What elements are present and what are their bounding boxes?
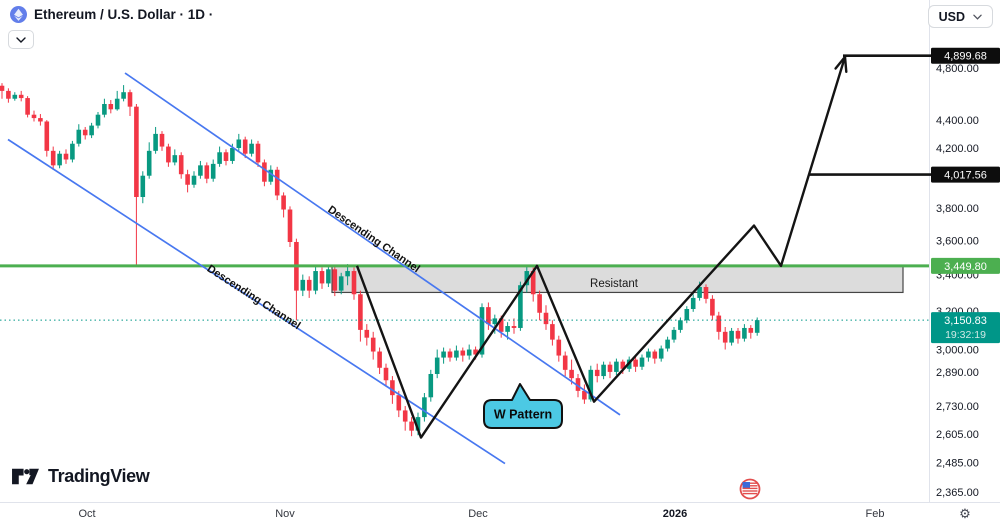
currency-selector-button[interactable]: USD (927, 5, 993, 28)
ethereum-icon (10, 6, 27, 23)
chevron-down-icon (16, 36, 26, 43)
svg-text:4,200.00: 4,200.00 (936, 143, 979, 155)
svg-text:2,365.00: 2,365.00 (936, 487, 979, 499)
target-level-lines[interactable] (809, 54, 933, 176)
resistance-zone-label: Resistant (590, 278, 639, 290)
tradingview-logo-text: TradingView (48, 466, 150, 486)
svg-text:4,017.56: 4,017.56 (944, 170, 987, 182)
channel-label: Descending Channel (205, 263, 303, 332)
svg-text:4,800.00: 4,800.00 (936, 63, 979, 75)
svg-text:3,449.80: 3,449.80 (944, 261, 987, 273)
time-axis-label: Oct (78, 508, 95, 520)
symbol-title[interactable]: Ethereum / U.S. Dollar · 1D · (34, 7, 214, 22)
trend-zigzag-drawing[interactable] (355, 55, 848, 439)
last-price-label: 3,150.83 19:32:19 (931, 312, 1000, 344)
time-axis-label: Nov (275, 508, 295, 520)
time-axis-label: 2026 (663, 508, 687, 520)
collapse-panel-button[interactable] (8, 30, 34, 49)
tradingview-logo[interactable]: TradingView (11, 464, 150, 489)
w-pattern-callout[interactable]: W Pattern (483, 383, 563, 429)
resistance-price-label: 3,449.80 (931, 257, 1000, 274)
svg-text:2,485.00: 2,485.00 (936, 457, 979, 469)
svg-text:3,000.00: 3,000.00 (936, 345, 979, 357)
target-high-price-label: 4,899.68 (931, 47, 1000, 64)
candles-layer (0, 83, 760, 437)
axis-settings-gear-icon[interactable]: ⚙ (959, 506, 971, 521)
symbol-title-row[interactable]: Ethereum / U.S. Dollar · 1D · (10, 6, 213, 23)
price-axis[interactable] (0, 0, 1000, 503)
svg-text:3,800.00: 3,800.00 (936, 203, 979, 215)
resistance-zone[interactable]: Resistant (331, 265, 904, 294)
currency-label: USD (938, 9, 965, 24)
target-mid-price-label: 4,017.56 (931, 166, 1000, 183)
svg-text:2,605.00: 2,605.00 (936, 429, 979, 441)
time-axis-label: Dec (468, 508, 488, 520)
w-pattern-label: W Pattern (494, 408, 552, 422)
chevron-down-icon (973, 14, 982, 20)
time-axis[interactable]: Oct Nov Dec 2026 Feb (78, 508, 884, 520)
price-axis-ticks: 4,800.00 4,400.00 4,200.00 3,800.00 3,600.00… (936, 63, 979, 499)
svg-text:4,400.00: 4,400.00 (936, 115, 979, 127)
svg-text:2,730.00: 2,730.00 (936, 401, 979, 413)
svg-text:2,890.00: 2,890.00 (936, 367, 979, 379)
svg-text:3,600.00: 3,600.00 (936, 235, 979, 247)
tradingview-logo-mark-icon (11, 464, 40, 489)
svg-text:4,899.68: 4,899.68 (944, 51, 987, 63)
time-axis-label: Feb (866, 508, 885, 520)
svg-text:3,150.83: 3,150.83 (944, 315, 987, 327)
economic-event-flag-icon[interactable] (739, 478, 761, 500)
svg-text:19:32:19: 19:32:19 (945, 329, 986, 341)
